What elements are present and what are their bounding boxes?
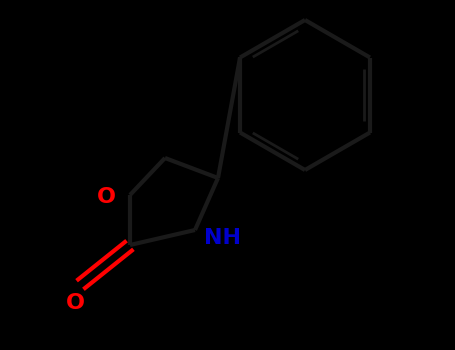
- Text: O: O: [96, 187, 116, 207]
- Text: O: O: [66, 293, 85, 313]
- Text: NH: NH: [204, 228, 242, 248]
